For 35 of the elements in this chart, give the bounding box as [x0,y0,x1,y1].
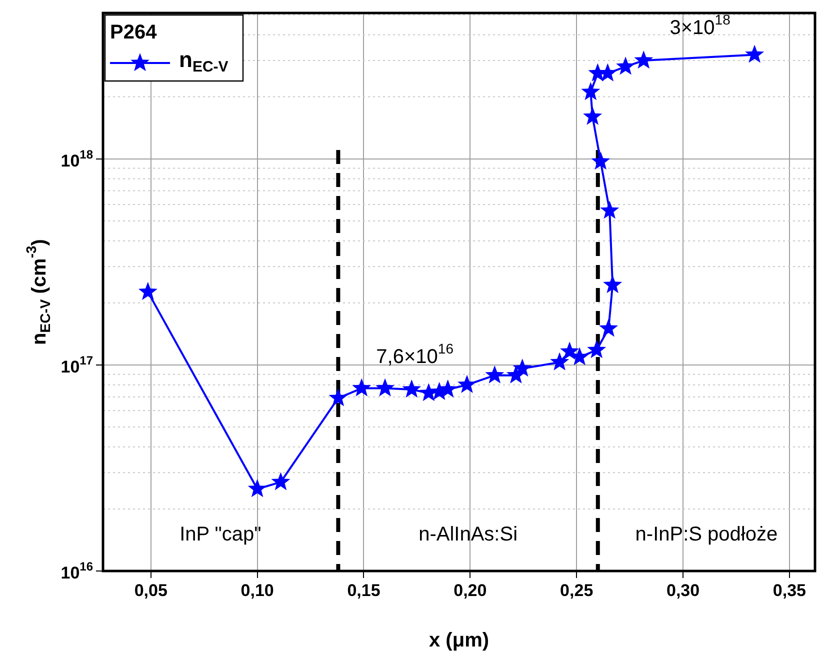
point [550,352,570,370]
point [616,56,636,75]
point [271,472,290,490]
point [457,374,476,393]
point [587,340,606,358]
x-tick-label: 0,20 [454,580,487,600]
x-tick-label: 0,25 [560,580,594,600]
point [600,200,620,219]
legend-title: P264 [110,22,158,44]
annotation: n-AlInAs:Si [418,524,518,546]
point [138,282,158,300]
point [402,379,422,398]
point [581,82,600,100]
point [248,478,267,498]
point [603,275,622,294]
point [591,152,610,170]
point [485,365,504,384]
point [512,358,532,377]
x-tick-label: 0,10 [240,580,274,600]
x-axis-title: x (μm) [428,630,490,652]
point [745,44,764,63]
x-tick-label: 0,30 [666,580,700,600]
point [376,378,395,396]
x-tick-label: 0,15 [347,580,380,600]
x-tick-label: 0,05 [134,580,168,600]
y-axis-title: nEC-V (cm-3) [22,239,53,345]
x-tick-label: 0,35 [772,580,806,600]
point [328,388,348,406]
point [352,378,372,396]
point [583,106,602,125]
point [560,342,580,360]
annotation: n-InP:S podłoże [635,524,778,546]
point [634,50,654,69]
point [599,318,618,337]
annotation: InP "cap" [180,524,262,546]
